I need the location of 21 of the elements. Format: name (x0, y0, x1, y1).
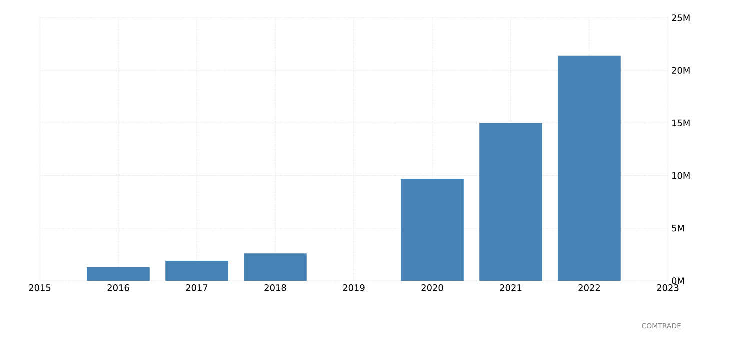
x-tick-label: 2023 (657, 284, 679, 292)
bar (244, 254, 307, 281)
bar (87, 267, 150, 281)
x-tick-label: 2015 (29, 284, 51, 292)
x-tick-label: 2016 (108, 284, 130, 292)
bar (480, 123, 542, 281)
x-tick-label: 2019 (343, 284, 365, 292)
y-tick-label: 10M (672, 172, 690, 180)
bar (166, 261, 228, 281)
x-tick-label: 2022 (578, 284, 600, 292)
y-tick-label: 25M (672, 14, 690, 22)
bar (558, 56, 621, 281)
y-tick-label: 15M (672, 120, 690, 127)
x-tick-label: 2018 (264, 284, 286, 292)
x-tick-label: 2020 (422, 284, 444, 292)
y-tick-label: 0M (672, 278, 684, 284)
bar (401, 178, 464, 281)
x-tick-label: 2017 (186, 284, 208, 292)
y-tick-label: 20M (672, 67, 690, 74)
x-tick-label: 2021 (500, 284, 522, 292)
y-tick-label: 5M (672, 225, 684, 232)
